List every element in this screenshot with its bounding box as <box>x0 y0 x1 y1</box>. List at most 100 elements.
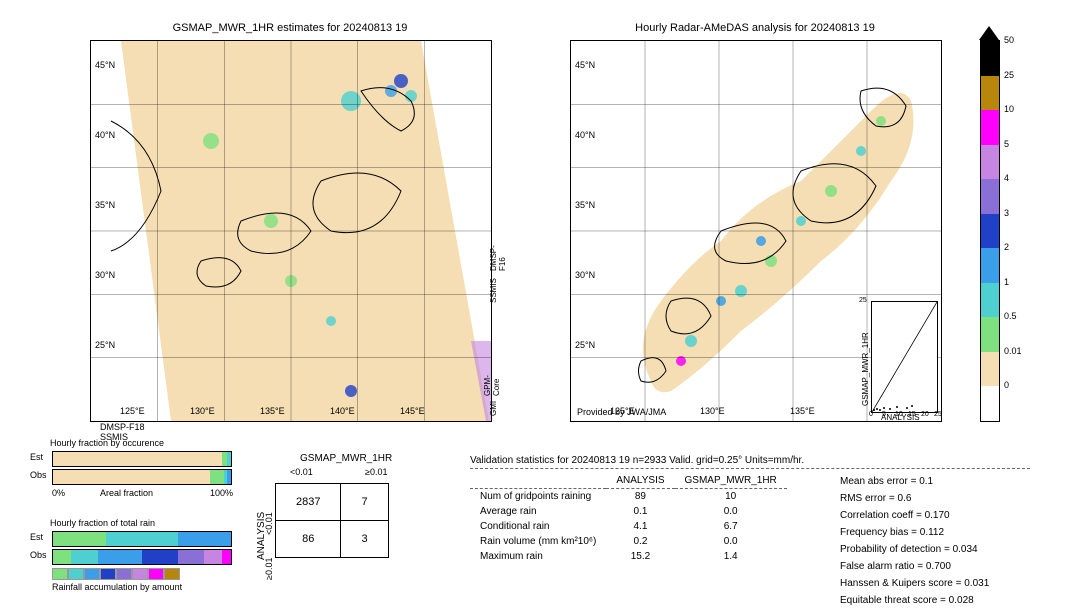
colorbar-label: 25 <box>1004 70 1014 80</box>
colorbar-label: 1 <box>1004 277 1009 287</box>
scatter-inset <box>871 301 938 413</box>
stat-gsmap: 0.0 <box>675 504 787 519</box>
legend-swatch <box>148 568 164 580</box>
frac-seg <box>53 452 222 466</box>
frac-title: Hourly fraction of total rain <box>50 518 155 528</box>
scatter-tick: 0 <box>869 411 873 418</box>
frac-bar <box>52 549 232 565</box>
sat-label: DMSP-F16 <box>489 245 507 271</box>
stat-analysis: 0.2 <box>606 534 674 549</box>
validation-divider <box>470 468 1030 469</box>
stat-gsmap: 0.0 <box>675 534 787 549</box>
table-row: Conditional rain4.16.7 <box>470 519 787 534</box>
lat-tick: 25°N <box>575 340 595 350</box>
frac-seg <box>178 550 205 564</box>
scatter-tick: 25 <box>934 411 942 418</box>
lon-tick: 140°E <box>330 406 355 416</box>
frac-seg <box>204 550 222 564</box>
legend-swatch <box>84 568 100 580</box>
lon-tick: 125°E <box>120 406 145 416</box>
stat-line: Frequency bias = 0.112 <box>840 524 989 541</box>
lon-tick: 145°E <box>400 406 425 416</box>
stat-gsmap: 6.7 <box>675 519 787 534</box>
colorbar-label: 5 <box>1004 139 1009 149</box>
table-row: 863 <box>276 521 389 558</box>
frac-bar <box>52 451 232 467</box>
colorbar-label: 0.01 <box>1004 346 1022 356</box>
lon-tick: 130°E <box>700 406 725 416</box>
stat-name: Num of gridpoints raining <box>470 489 606 505</box>
table-cell: 2837 <box>276 484 341 521</box>
frac-seg <box>53 532 106 546</box>
frac-seg <box>210 470 224 484</box>
frac-axis-100: 100% <box>210 488 233 498</box>
table-cell: 86 <box>276 521 341 558</box>
sat-label: GMI <box>489 401 498 416</box>
colorbar-seg <box>981 110 999 145</box>
stat-line: Equitable threat score = 0.028 <box>840 592 989 609</box>
colorbar <box>980 40 1000 422</box>
table-row: Maximum rain15.21.4 <box>470 549 787 564</box>
frac-row-label: Obs <box>30 550 47 560</box>
table-row: ANALYSISGSMAP_MWR_1HR <box>470 473 787 489</box>
stat-line: False alarm ratio = 0.700 <box>840 558 989 575</box>
scatter-tick: 10 <box>895 411 903 418</box>
frac-seg <box>53 470 210 484</box>
colorbar-seg <box>981 283 999 318</box>
legend-swatch <box>52 568 68 580</box>
colorbar-label: 0 <box>1004 380 1009 390</box>
matrix-row-header: ≥0.01 <box>264 558 274 580</box>
stat-name: Average rain <box>470 504 606 519</box>
frac-row-label: Est <box>30 452 43 462</box>
sat-label: SSMIS <box>489 278 498 303</box>
contingency-table: 28377863 <box>275 483 389 558</box>
lat-tick: 30°N <box>575 270 595 280</box>
frac-seg <box>106 532 177 546</box>
sat-bottom-label: DMSP-F18 <box>100 422 145 432</box>
table-cell: 7 <box>341 484 388 521</box>
lat-tick: 45°N <box>575 60 595 70</box>
validation-left-table: ANALYSISGSMAP_MWR_1HRNum of gridpoints r… <box>470 473 787 564</box>
colorbar-label: 50 <box>1004 35 1014 45</box>
legend-swatch <box>100 568 116 580</box>
frac-seg <box>98 550 143 564</box>
stat-line: RMS error = 0.6 <box>840 490 989 507</box>
lat-tick: 45°N <box>95 60 115 70</box>
stat-gsmap: 10 <box>675 489 787 505</box>
legend-swatch <box>164 568 180 580</box>
frac-row-label: Obs <box>30 470 47 480</box>
lat-tick: 40°N <box>575 130 595 140</box>
colorbar-label: 0.5 <box>1004 311 1017 321</box>
colorbar-label: 4 <box>1004 173 1009 183</box>
left-map-panel: DMSP-F16SSMISGPM-CoreGMI <box>90 40 492 422</box>
frac-bar <box>52 469 232 485</box>
frac-seg <box>222 550 231 564</box>
legend-swatch <box>132 568 148 580</box>
matrix-col-title: GSMAP_MWR_1HR <box>300 453 392 464</box>
validation-title: Validation statistics for 20240813 19 n=… <box>470 455 1030 466</box>
colorbar-seg <box>981 386 999 421</box>
stat-line: Hanssen & Kuipers score = 0.031 <box>840 575 989 592</box>
stat-analysis: 4.1 <box>606 519 674 534</box>
frac-seg <box>53 550 71 564</box>
scatter-tick: 5 <box>882 411 886 418</box>
colorbar-seg <box>981 41 999 76</box>
lat-tick: 35°N <box>575 200 595 210</box>
frac-seg <box>227 452 231 466</box>
stat-gsmap: 1.4 <box>675 549 787 564</box>
scatter-tick: 20 <box>921 411 929 418</box>
lon-tick: 125°E <box>610 406 635 416</box>
stat-name: Rain volume (mm km²10⁶) <box>470 534 606 549</box>
frac-row-label: Est <box>30 532 43 542</box>
frac-bar <box>52 531 232 547</box>
right-map-panel: ANALYSISGSMAP_MWR_1HR051015202525Provide… <box>570 40 942 422</box>
matrix-col-header: <0.01 <box>290 467 313 477</box>
colorbar-seg <box>981 214 999 249</box>
stat-line: Correlation coeff = 0.170 <box>840 507 989 524</box>
frac-seg <box>178 532 231 546</box>
colorbar-seg <box>981 248 999 283</box>
lat-tick: 30°N <box>95 270 115 280</box>
scatter-tick: 15 <box>908 411 916 418</box>
sat-label: GPM-Core <box>483 375 501 396</box>
lat-tick: 35°N <box>95 200 115 210</box>
